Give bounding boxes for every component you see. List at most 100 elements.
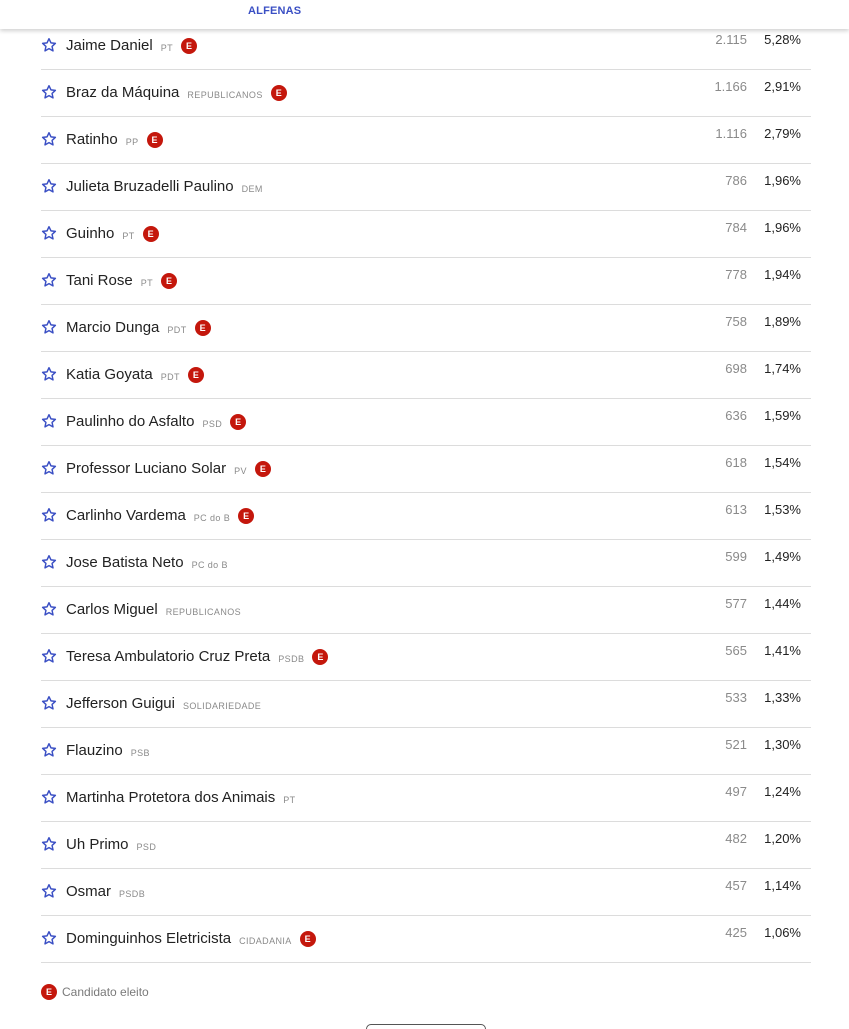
star-outline-icon[interactable] [41, 789, 57, 805]
candidate-votes: 786 [725, 173, 747, 188]
star-outline-icon[interactable] [41, 37, 57, 53]
elected-badge-icon: E [142, 225, 159, 242]
candidate-name[interactable]: Paulinho do Asfalto [66, 413, 195, 430]
candidate-name-wrap: Carlinho Vardema PC do B E [66, 507, 255, 524]
candidate-name[interactable]: Osmar [66, 883, 111, 900]
legend-text: Candidato eleito [62, 985, 149, 999]
candidate-votes: 577 [725, 596, 747, 611]
candidate-row: Carlinho Vardema PC do B E 613 1,53% [41, 493, 811, 540]
candidate-party: SOLIDARIEDADE [182, 700, 262, 711]
elected-badge-icon: E [194, 319, 211, 336]
star-outline-icon[interactable] [41, 225, 57, 241]
candidate-name-wrap: Tani Rose PT E [66, 272, 178, 289]
star-outline-icon[interactable] [41, 507, 57, 523]
candidate-row: Tani Rose PT E 778 1,94% [41, 258, 811, 305]
candidate-percentage: 2,79% [764, 126, 801, 141]
candidate-votes: 784 [725, 220, 747, 235]
candidate-votes: 698 [725, 361, 747, 376]
candidate-name-wrap: Osmar PSDB [66, 883, 145, 900]
candidate-name[interactable]: Katia Goyata [66, 366, 153, 383]
candidate-votes: 425 [725, 925, 747, 940]
candidate-name-wrap: Teresa Ambulatorio Cruz Preta PSDB E [66, 648, 329, 665]
candidate-votes: 599 [725, 549, 747, 564]
candidate-party: DEM [241, 183, 263, 194]
star-outline-icon[interactable] [41, 413, 57, 429]
elected-badge-icon: E [270, 84, 287, 101]
candidate-name-wrap: Professor Luciano Solar PV E [66, 460, 271, 477]
candidate-percentage: 5,28% [764, 32, 801, 47]
candidate-row: Ratinho PP E 1.116 2,79% [41, 117, 811, 164]
star-outline-icon[interactable] [41, 883, 57, 899]
candidate-name[interactable]: Martinha Protetora dos Animais [66, 789, 276, 806]
candidate-name[interactable]: Flauzino [66, 742, 123, 759]
candidate-party: PSDB [119, 888, 146, 899]
star-outline-icon[interactable] [41, 319, 57, 335]
candidate-name[interactable]: Professor Luciano Solar [66, 460, 227, 477]
show-more-button[interactable] [366, 1024, 486, 1029]
star-outline-icon[interactable] [41, 554, 57, 570]
star-outline-icon[interactable] [41, 84, 57, 100]
candidate-name[interactable]: Ratinho [66, 131, 118, 148]
candidate-percentage: 1,49% [764, 549, 801, 564]
candidate-name-wrap: Paulinho do Asfalto PSD E [66, 413, 247, 430]
candidate-percentage: 1,41% [764, 643, 801, 658]
star-outline-icon[interactable] [41, 742, 57, 758]
legend: E Candidato eleito [41, 984, 149, 1000]
city-name[interactable]: ALFENAS [248, 5, 302, 17]
candidate-votes: 565 [725, 643, 747, 658]
candidate-votes: 533 [725, 690, 747, 705]
star-outline-icon[interactable] [41, 930, 57, 946]
candidate-row: Dominguinhos Eletricista CIDADANIA E 425 1,0… [41, 916, 811, 963]
candidate-row: Martinha Protetora dos Animais PT 497 1,24% [41, 775, 811, 822]
candidate-name[interactable]: Uh Primo [66, 836, 129, 853]
elected-badge-icon: E [299, 930, 316, 947]
candidate-name-wrap: Jose Batista Neto PC do B [66, 554, 228, 571]
candidate-votes: 482 [725, 831, 747, 846]
star-outline-icon[interactable] [41, 836, 57, 852]
candidate-row: Braz da Máquina REPUBLICANOS E 1.166 2,91% [41, 70, 811, 117]
star-outline-icon[interactable] [41, 131, 57, 147]
candidate-row: Marcio Dunga PDT E 758 1,89% [41, 305, 811, 352]
candidate-votes: 457 [725, 878, 747, 893]
candidate-percentage: 1,33% [764, 690, 801, 705]
candidate-votes: 778 [725, 267, 747, 282]
star-outline-icon[interactable] [41, 695, 57, 711]
candidate-name[interactable]: Dominguinhos Eletricista [66, 930, 232, 947]
candidate-name[interactable]: Jaime Daniel [66, 37, 153, 54]
candidate-name[interactable]: Tani Rose [66, 272, 133, 289]
star-outline-icon[interactable] [41, 178, 57, 194]
candidate-name[interactable]: Teresa Ambulatorio Cruz Preta [66, 648, 271, 665]
candidate-name-wrap: Guinho PT E [66, 225, 159, 242]
star-outline-icon[interactable] [41, 272, 57, 288]
candidate-name-wrap: Marcio Dunga PDT E [66, 319, 211, 336]
top-header: ALFENAS [0, 0, 849, 29]
candidate-row: Paulinho do Asfalto PSD E 636 1,59% [41, 399, 811, 446]
star-outline-icon[interactable] [41, 648, 57, 664]
candidate-percentage: 1,20% [764, 831, 801, 846]
candidate-name[interactable]: Guinho [66, 225, 115, 242]
candidate-name[interactable]: Jefferson Guigui [66, 695, 175, 712]
candidate-name[interactable]: Marcio Dunga [66, 319, 160, 336]
candidate-votes: 521 [725, 737, 747, 752]
candidate-name[interactable]: Carlinho Vardema [66, 507, 186, 524]
candidate-votes: 618 [725, 455, 747, 470]
candidate-name[interactable]: Jose Batista Neto [66, 554, 184, 571]
candidate-name-wrap: Braz da Máquina REPUBLICANOS E [66, 84, 287, 101]
elected-badge-icon: E [187, 366, 204, 383]
star-outline-icon[interactable] [41, 601, 57, 617]
star-outline-icon[interactable] [41, 366, 57, 382]
candidate-name-wrap: Ratinho PP E [66, 131, 163, 148]
candidate-name-wrap: Dominguinhos Eletricista CIDADANIA E [66, 930, 316, 947]
candidate-votes: 1.116 [715, 126, 747, 141]
candidate-name[interactable]: Julieta Bruzadelli Paulino [66, 178, 234, 195]
elected-badge-icon: E [230, 413, 247, 430]
candidate-party: PDT [160, 371, 180, 382]
candidate-party: PT [140, 277, 154, 288]
star-outline-icon[interactable] [41, 460, 57, 476]
candidate-name[interactable]: Carlos Miguel [66, 601, 158, 618]
candidate-name[interactable]: Braz da Máquina [66, 84, 180, 101]
candidate-party: PC do B [191, 559, 228, 570]
candidate-list: Jaime Daniel PT E 2.115 5,28% Braz da Máquina… [41, 23, 811, 963]
candidate-row: Professor Luciano Solar PV E 618 1,54% [41, 446, 811, 493]
candidate-party: PDT [167, 324, 187, 335]
